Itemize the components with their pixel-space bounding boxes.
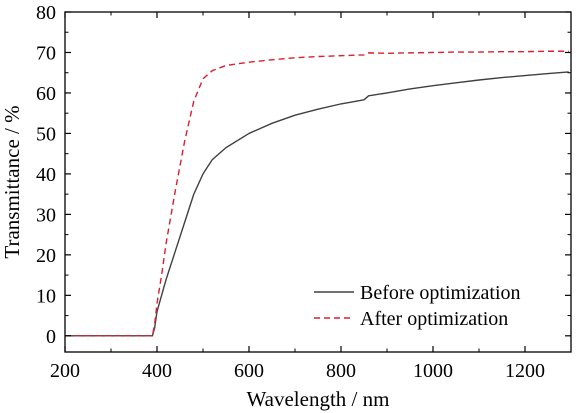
x-tick-label: 400 [142,360,172,382]
y-tick-label: 60 [36,83,56,105]
y-tick-label: 80 [36,2,56,24]
y-tick-label: 50 [36,123,56,145]
x-tick-label: 600 [234,360,264,382]
legend-label-after: After optimization [360,308,508,330]
y-tick-label: 30 [36,204,56,226]
y-axis-label: Transmittance / % [0,105,24,258]
series-line-before-optimization [65,71,569,337]
axis-tick-labels: 200 400 600 800 1000 1200 0 10 20 30 40 50 60 70 80 [36,2,545,382]
x-tick-label: 800 [326,360,356,382]
x-tick-label: 1000 [413,360,453,382]
x-tick-label: 200 [50,360,80,382]
axis-ticks [64,11,571,352]
series-line-after-optimization [65,50,569,337]
y-tick-label: 40 [36,164,56,186]
x-tick-label: 1200 [505,360,545,382]
y-tick-label: 20 [36,245,56,267]
y-tick-label: 70 [36,42,56,64]
y-tick-label: 0 [46,326,56,348]
y-tick-label: 10 [36,285,56,307]
plot-lines [65,50,569,337]
legend-label-before: Before optimization [360,282,521,304]
x-axis-label: Wavelength / nm [247,387,390,411]
plot-area-frame [64,11,572,353]
legend: Before optimization After optimization [314,282,521,330]
